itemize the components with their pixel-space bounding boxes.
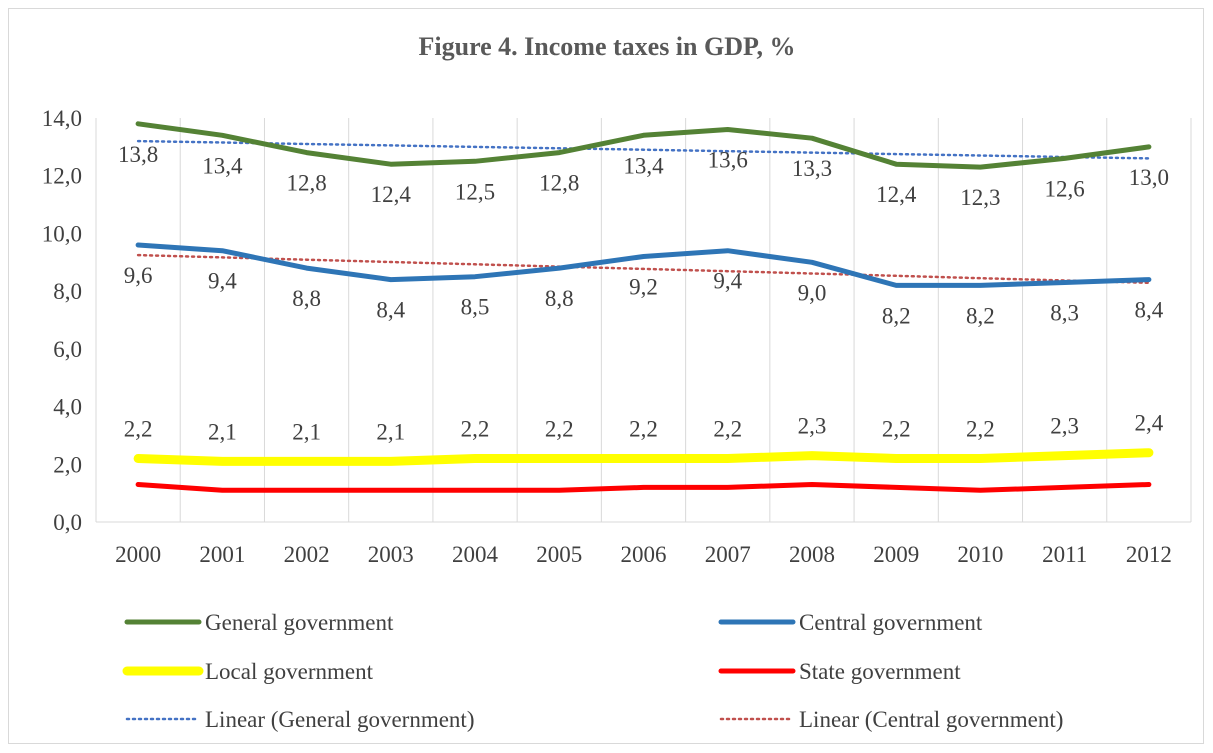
data-label: 9,6: [124, 263, 153, 288]
data-label: 2,2: [124, 417, 153, 442]
legend-label: Local government: [205, 659, 374, 684]
data-label: 13,4: [202, 153, 243, 178]
series-line-local-government: [133, 448, 1154, 466]
data-label: 2,2: [882, 417, 911, 442]
legend-label: Linear (General government): [205, 707, 474, 732]
x-tick-label: 2011: [1042, 542, 1087, 567]
data-label: 8,2: [882, 303, 911, 328]
series-lines: [133, 121, 1154, 493]
data-label: 13,3: [792, 156, 832, 181]
legend-label: Linear (Central government): [799, 707, 1063, 732]
data-label: 8,8: [292, 286, 321, 311]
y-tick-label: 12,0: [42, 164, 82, 189]
x-axis: 2000 2001 2002 2003 2004 2005 2006 2007 2008 2009…: [96, 521, 1191, 567]
line-chart: Figure 4. Income taxes in GDP, % 0,0 2,0 4…: [42, 32, 1192, 732]
data-label: 8,4: [376, 298, 405, 323]
data-label: 9,4: [208, 269, 237, 294]
data-label: 2,2: [545, 417, 574, 442]
data-label: 2,1: [208, 419, 237, 444]
x-tick-label: 2003: [368, 542, 414, 567]
data-label: 2,3: [1050, 414, 1079, 439]
data-label: 2,2: [629, 417, 658, 442]
x-tick-label: 2005: [536, 542, 582, 567]
series-line-central-government: [135, 242, 1152, 288]
data-label: 8,3: [1050, 300, 1079, 325]
data-label: 12,8: [539, 171, 579, 196]
x-tick-label: 2004: [452, 542, 499, 567]
y-tick-label: 0,0: [53, 510, 82, 535]
legend-label: Central government: [799, 610, 983, 635]
series-line-linear-general-government: [136, 139, 1151, 160]
data-label: 12,5: [455, 179, 495, 204]
y-tick-label: 10,0: [42, 221, 82, 246]
data-label: 12,8: [286, 171, 326, 196]
x-tick-label: 2012: [1126, 542, 1172, 567]
legend: General government Central government Loca…: [122, 610, 1063, 732]
data-label: 12,3: [960, 185, 1000, 210]
legend-label: State government: [799, 659, 961, 684]
data-label: 12,6: [1045, 176, 1085, 201]
data-label: 9,2: [629, 275, 658, 300]
data-label: 2,1: [376, 419, 405, 444]
data-label: 13,8: [118, 142, 158, 167]
data-label: 13,0: [1129, 165, 1169, 190]
data-label: 12,4: [876, 182, 917, 207]
data-label: 9,4: [713, 269, 742, 294]
data-label: 2,2: [713, 417, 742, 442]
data-labels: 13,8 13,4 12,8 12,4 12,5 12,8 13,4 13,6 13,3 12,4…: [118, 142, 1169, 445]
x-tick-label: 2007: [705, 542, 751, 567]
legend-label: General government: [205, 610, 394, 635]
x-tick-label: 2009: [873, 542, 919, 567]
series-line-general-government: [135, 121, 1152, 170]
data-label: 2,2: [966, 417, 995, 442]
chart-title: Figure 4. Income taxes in GDP, %: [419, 32, 796, 61]
data-label: 8,8: [545, 286, 574, 311]
x-tick-label: 2001: [199, 542, 245, 567]
data-label: 13,4: [623, 153, 664, 178]
data-label: 8,4: [1135, 298, 1164, 323]
y-tick-label: 6,0: [53, 337, 82, 362]
y-axis: 0,0 2,0 4,0 6,0 8,0 10,0 12,0 14,0: [42, 106, 97, 535]
series-line-state-government: [135, 482, 1152, 493]
data-label: 13,6: [708, 148, 748, 173]
series-line-linear-central-government: [136, 253, 1151, 285]
data-label: 8,5: [461, 295, 490, 320]
y-tick-label: 2,0: [53, 452, 82, 477]
y-tick-label: 8,0: [53, 279, 82, 304]
y-tick-label: 4,0: [53, 395, 82, 420]
data-label: 2,3: [798, 414, 827, 439]
x-tick-label: 2000: [115, 542, 161, 567]
data-label: 12,4: [371, 182, 412, 207]
data-label: 2,1: [292, 419, 321, 444]
x-tick-label: 2008: [789, 542, 835, 567]
data-label: 8,2: [966, 303, 995, 328]
y-tick-label: 14,0: [42, 106, 82, 131]
x-tick-label: 2006: [621, 542, 667, 567]
x-tick-label: 2002: [284, 542, 330, 567]
data-label: 9,0: [798, 280, 827, 305]
x-tick-label: 2010: [957, 542, 1003, 567]
data-label: 2,2: [461, 417, 490, 442]
data-label: 2,4: [1135, 411, 1164, 436]
chart-frame: Figure 4. Income taxes in GDP, % 0,0 2,0 4…: [8, 8, 1204, 744]
